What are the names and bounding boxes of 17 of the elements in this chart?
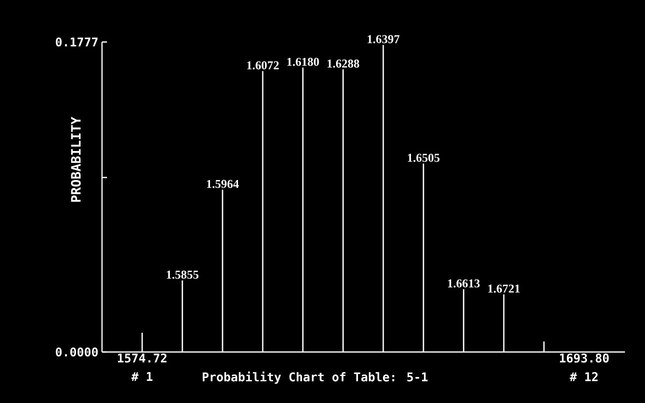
annotation: 1.6288 (328, 60, 360, 68)
annotation: 1.6180 (287, 58, 319, 66)
annotation: 1.5964 (206, 180, 239, 188)
annotation: 1.6613 (448, 279, 480, 288)
y-tick-label: 0.0000 (56, 347, 98, 357)
text: # 12 (570, 372, 598, 382)
text: Probability Chart of Table: 5-1 (202, 372, 428, 384)
x-tick-label: 1693.80 (560, 354, 609, 363)
annotation: 1.5855 (166, 270, 198, 279)
y-axis-title: PROBABILITY (70, 116, 81, 202)
annotation: 1.6397 (368, 35, 400, 44)
annotation: 1.6505 (408, 154, 440, 162)
y-tick-label: 0.1777 (56, 37, 98, 47)
annotation: 1.6721 (488, 284, 520, 293)
annotation: 1.6072 (247, 61, 279, 70)
text: # 1 (131, 372, 152, 381)
x-tick-label: 1574.72 (118, 354, 166, 363)
